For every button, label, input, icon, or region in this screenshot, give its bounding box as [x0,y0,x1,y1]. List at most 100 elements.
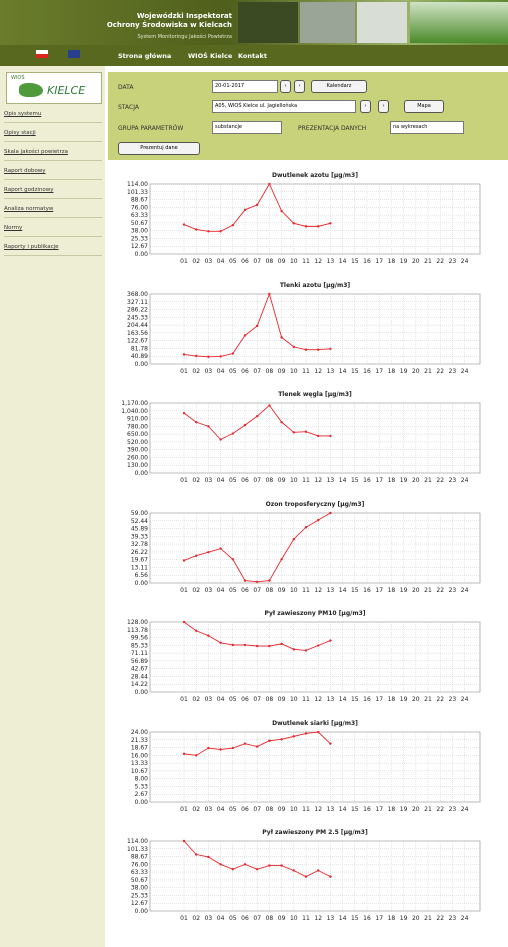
label: DATA [118,84,134,91]
x-tick-label: 01 [180,258,188,265]
form: DATA 20-01-2017 ‹ › Kalendarz STACJA A05… [108,72,508,160]
nav-link[interactable]: Kontakt [238,52,267,60]
point [317,348,320,351]
nav-link[interactable]: Strona główna [118,52,172,60]
flag-pl[interactable] [36,50,48,58]
y-tick-label: 56.89 [131,658,148,665]
y-tick-label: 8.00 [135,775,149,782]
x-tick-label: 06 [241,915,249,922]
point [268,864,271,867]
y-tick-label: 85.33 [131,642,148,649]
y-tick-label: 88.67 [131,197,148,204]
calendar-button[interactable]: Kalendarz [311,80,367,93]
sidebar-link[interactable]: Skala jakości powietrza [4,144,102,161]
flag-en[interactable] [68,50,80,58]
x-tick-label: 05 [229,258,237,265]
submit-button[interactable]: Prezentuj dane [118,142,200,155]
x-tick-label: 07 [253,258,261,265]
x-tick-label: 21 [424,258,432,265]
point [304,348,308,351]
point [292,345,295,348]
x-tick-label: 20 [412,696,420,703]
prev-button[interactable]: ‹ [360,100,371,113]
y-tick-label: 99.56 [131,635,148,642]
y-tick-label: 368.00 [127,291,148,298]
x-tick-label: 24 [461,915,469,922]
sidebar-link[interactable]: Raport dobowy [4,163,102,180]
chart: Pył zawieszony PM 2.5 [µg/m3] 0.0012.6725… [127,829,481,922]
y-tick-label: 0.00 [135,251,149,258]
y-tick-label: 42.67 [131,666,148,673]
y-tick-label: 245.33 [127,314,148,321]
x-tick-label: 12 [314,368,322,375]
x-tick-label: 06 [241,696,249,703]
y-tick-label: 6.56 [135,572,149,579]
sidebar-link[interactable]: Raport godzinowy [4,182,102,199]
x-tick-label: 18 [388,915,396,922]
logo[interactable]: WIOŚ KIELCE [6,72,102,104]
point [231,643,234,647]
x-tick-label: 15 [351,696,359,703]
x-tick-label: 07 [253,915,261,922]
x-tick-label: 19 [400,368,408,375]
sidebar-link[interactable]: Normy [4,220,102,237]
y-tick-label: 26.22 [131,548,148,555]
x-tick-label: 20 [412,915,420,922]
presentation-select[interactable]: na wykresach [390,121,464,134]
sidebar-link[interactable]: Raporty i publikacje [4,239,102,256]
x-tick-label: 17 [375,915,383,922]
y-tick-label: 32.78 [131,541,148,548]
nav-link[interactable]: WIOŚ Kielce [188,52,233,60]
x-tick-label: 24 [461,587,469,594]
y-tick-label: 59.00 [131,510,148,517]
y-tick-label: 0.00 [135,799,149,806]
point [304,649,308,652]
x-tick-label: 03 [205,258,213,265]
sidebar-link[interactable]: Analiza normatyw [4,201,102,218]
x-tick-label: 15 [351,477,359,484]
point [195,228,198,231]
point [292,537,295,540]
x-tick-label: 22 [436,915,444,922]
x-tick-label: 10 [290,258,298,265]
plot-area [149,293,481,364]
date-input[interactable]: 20-01-2017 [212,80,278,93]
point [329,347,332,350]
point [231,746,234,749]
group-select[interactable]: substancje [212,121,282,134]
point [280,335,283,339]
x-tick-label: 16 [363,587,371,594]
next-button[interactable]: › [294,80,305,93]
x-tick-label: 15 [351,368,359,375]
x-tick-label: 23 [449,696,457,703]
x-tick-label: 08 [266,477,274,484]
y-tick-label: 204.44 [127,322,148,329]
x-tick-label: 19 [400,587,408,594]
station-select[interactable]: A05, WIOŚ Kielce ul. Jagiellońska [212,100,356,113]
point [317,518,320,521]
x-tick-label: 02 [192,696,200,703]
x-tick-label: 10 [290,915,298,922]
point [268,578,271,582]
chart-title: Pył zawieszony PM10 [µg/m3] [264,610,365,617]
y-tick-label: 13.33 [131,760,148,767]
point [231,223,234,227]
y-tick-label: 650.00 [127,431,148,438]
sidebar-link[interactable]: Opis systemu [4,106,102,123]
point [219,230,222,233]
prev-button[interactable]: ‹ [280,80,291,93]
x-tick-label: 17 [375,258,383,265]
point [292,869,295,872]
x-tick-label: 04 [217,915,225,922]
point [207,425,210,428]
x-tick-label: 07 [253,368,261,375]
y-tick-label: 38.00 [131,885,148,892]
point [219,747,222,751]
x-tick-label: 17 [375,477,383,484]
y-tick-label: 260.00 [127,454,148,461]
chart: Tlenki azotu [µg/m3] 0.0040.8981.78122.67… [127,282,481,375]
sidebar-link[interactable]: Opisy stacji [4,125,102,142]
map-button[interactable]: Mapa [404,100,444,113]
x-tick-label: 04 [217,806,225,813]
next-button[interactable]: › [378,100,389,113]
